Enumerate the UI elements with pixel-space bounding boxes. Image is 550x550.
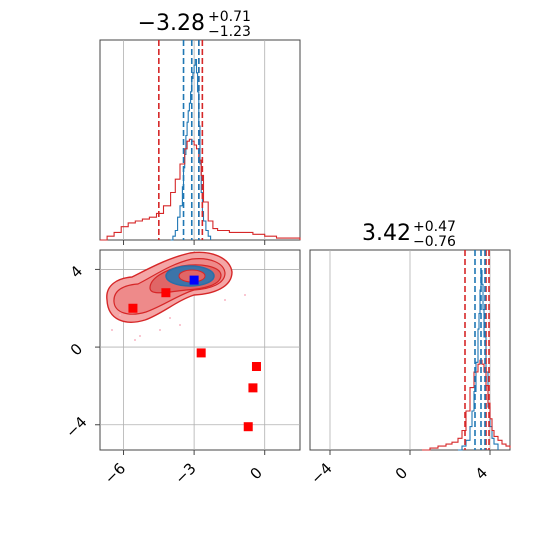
marginal-1-panel bbox=[100, 40, 301, 245]
joint-panel: −6 −3 0 −4 0 4 bbox=[62, 250, 300, 488]
marginal-1-hist-1 bbox=[100, 138, 301, 241]
marginal-1-frame bbox=[99, 39, 301, 241]
joint-red-point-1 bbox=[161, 288, 171, 298]
joint-sample-dot-0 bbox=[139, 335, 141, 337]
joint-red-point-4 bbox=[248, 383, 258, 393]
marginal-2-hist-1 bbox=[422, 359, 511, 451]
marginal-2-tick-label-2: 4 bbox=[472, 464, 491, 483]
marginal-1-title-lower: −1.23 bbox=[208, 24, 251, 40]
marginal-1-hist-0 bbox=[170, 58, 212, 241]
joint-sample-dot-2 bbox=[159, 329, 161, 331]
marginal-1-title-value: −3.28 bbox=[138, 11, 205, 36]
joint-sample-dot-4 bbox=[244, 294, 246, 296]
joint-sample-dot-6 bbox=[119, 314, 121, 316]
marginal-2-panel: −4 0 4 bbox=[307, 250, 511, 488]
joint-x-tick-label-2: 0 bbox=[246, 464, 265, 483]
joint-sample-dot-3 bbox=[224, 299, 226, 301]
joint-red-point-2 bbox=[196, 348, 206, 358]
joint-red-point-3 bbox=[251, 362, 261, 372]
joint-sample-dot-8 bbox=[169, 317, 171, 319]
marginal-1-title-upper: +0.71 bbox=[208, 9, 251, 25]
joint-red-point-0 bbox=[128, 303, 138, 313]
marginal-2-title-lower: −0.76 bbox=[413, 234, 456, 250]
joint-sample-dot-5 bbox=[134, 339, 136, 341]
joint-blue-point bbox=[189, 275, 199, 285]
marginal-2-tick-label-0: −4 bbox=[307, 459, 335, 487]
marginal-2-title-upper: +0.47 bbox=[413, 219, 456, 235]
joint-x-tick-label-0: −6 bbox=[101, 459, 129, 487]
joint-sample-dot-1 bbox=[111, 329, 113, 331]
joint-x-tick-label-1: −3 bbox=[171, 459, 199, 487]
joint-y-tick-label-1: 0 bbox=[67, 340, 86, 359]
marginal-2-tick-label-1: 0 bbox=[392, 464, 411, 483]
joint-y-tick-label-2: 4 bbox=[67, 262, 86, 281]
joint-y-tick-label-0: −4 bbox=[62, 413, 90, 441]
joint-sample-dot-7 bbox=[179, 324, 181, 326]
marginal-2-title-value: 3.42 bbox=[362, 221, 411, 246]
joint-red-point-5 bbox=[243, 422, 253, 432]
joint-frame bbox=[99, 249, 301, 451]
